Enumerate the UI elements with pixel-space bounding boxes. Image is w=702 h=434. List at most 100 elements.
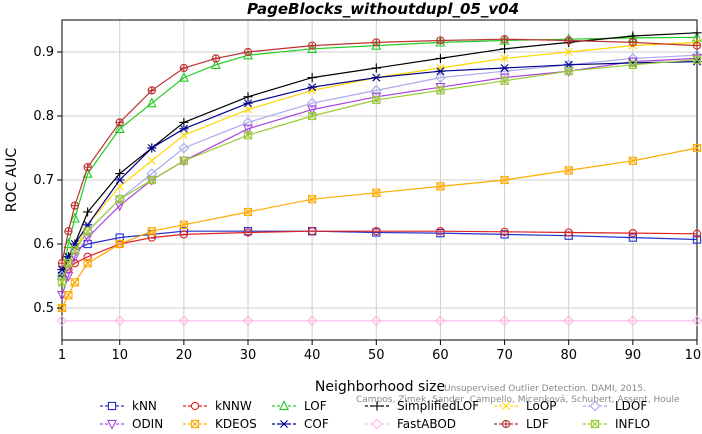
data-point-fastabod: [563, 315, 575, 327]
data-point-knnw: [436, 227, 445, 236]
legend-marker: [190, 401, 200, 411]
series-kdeos: [57, 143, 702, 313]
data-point-knn: [628, 233, 638, 242]
data-point-fastabod: [56, 315, 68, 327]
data-point-lof: [210, 58, 221, 69]
data-point-ldof: [242, 117, 254, 128]
x-tick-label: 90: [625, 348, 642, 363]
data-point-inflo: [179, 156, 189, 165]
series-line-knn: [61, 230, 698, 277]
axes-layer: 1 10 20 30 40 50 60 70 80 90 100 0.5 0.6 0.7 0.8 0.9: [33, 45, 702, 363]
series-line-odin: [61, 57, 698, 296]
legend-item-ldof: LDOF: [583, 399, 647, 413]
legend-marker: [279, 400, 289, 411]
data-point-lof: [499, 34, 510, 45]
data-point-inflo: [308, 111, 317, 121]
data-point-ldof: [306, 97, 318, 109]
data-point-lof: [146, 97, 157, 108]
data-point-simplifiedlof: [692, 28, 702, 38]
series-fastabod: [56, 315, 702, 327]
data-point-knnw: [83, 252, 92, 261]
series-line-simplifiedlof: [61, 32, 698, 277]
y-tick-label: 0.8: [33, 109, 54, 124]
data-point-cof: [499, 64, 510, 72]
data-point-kdeos: [628, 156, 638, 165]
data-point-ldof: [499, 65, 510, 77]
data-point-kdeos: [564, 166, 573, 175]
x-tick-label: 50: [368, 348, 385, 363]
data-point-loop: [179, 131, 188, 140]
data-point-simplifiedlof: [435, 53, 446, 63]
data-point-fastabod: [178, 315, 190, 327]
data-point-loop: [147, 156, 156, 165]
data-point-fastabod: [242, 315, 254, 327]
legend-label: SimplifiedLOF: [397, 399, 479, 413]
data-point-fastabod: [114, 315, 126, 327]
legend-marker: [590, 419, 600, 429]
data-point-lof: [69, 212, 80, 223]
data-point-kdeos: [64, 291, 73, 300]
data-point-ldf: [211, 54, 221, 63]
legend-item-inflo: INFLO: [583, 417, 650, 431]
legend-marker: [371, 418, 383, 430]
data-point-ldf: [179, 63, 189, 73]
legend-marker: [190, 419, 200, 429]
legend-label: LoOP: [526, 399, 557, 413]
data-point-ldf: [83, 163, 92, 172]
legend: kNN kNNW LOF SimplifiedLOF LoOP LDOF ODIN KDEOS…: [100, 399, 650, 431]
data-point-kdeos: [147, 227, 156, 236]
y-tick-label: 0.7: [33, 173, 54, 188]
data-point-ldf: [564, 36, 573, 45]
x-tick-label: 20: [176, 348, 193, 363]
y-tick-label: 0.6: [33, 237, 54, 252]
series-line-ldf: [61, 38, 698, 264]
data-point-simplifiedlof: [243, 92, 253, 102]
legend-label: LDOF: [615, 399, 647, 413]
data-point-ldf: [372, 38, 381, 47]
legend-marker: [279, 420, 289, 428]
data-point-cof: [115, 176, 125, 184]
data-point-knn: [500, 230, 509, 239]
data-point-ldof: [146, 168, 158, 179]
data-point-odin: [114, 201, 125, 212]
legend-label: ODIN: [132, 417, 163, 431]
data-point-fastabod: [370, 315, 382, 327]
data-point-inflo: [57, 278, 67, 287]
data-point-odin: [57, 291, 67, 302]
x-tick-label: 100: [685, 348, 702, 363]
data-point-knn: [692, 235, 702, 244]
data-point-cof: [307, 83, 317, 92]
legend-label: LDF: [526, 417, 549, 431]
legend-label: COF: [304, 417, 329, 431]
series-layer: [56, 28, 702, 327]
legend-item-fastabod: FastABOD: [365, 417, 456, 431]
legend-item-kdeos: KDEOS: [183, 417, 257, 431]
data-point-loop: [436, 64, 445, 72]
data-point-ldof: [370, 85, 382, 96]
data-point-inflo: [692, 55, 702, 64]
data-point-ldof: [563, 59, 575, 71]
data-point-kdeos: [500, 175, 509, 185]
legend-label: INFLO: [615, 417, 650, 431]
data-point-kdeos: [115, 239, 124, 249]
legend-label: LOF: [304, 399, 327, 413]
legend-marker: [589, 400, 601, 412]
x-tick-label: 30: [240, 348, 257, 363]
legend-marker: [501, 419, 511, 429]
data-point-fastabod: [627, 315, 639, 327]
data-point-lof: [692, 31, 702, 42]
data-point-cof: [435, 67, 446, 76]
data-point-inflo: [147, 175, 156, 185]
data-point-knnw: [70, 259, 79, 268]
data-point-kdeos: [436, 182, 445, 191]
data-point-cof: [147, 144, 157, 152]
data-point-knnw: [692, 229, 702, 238]
data-point-knnw: [628, 228, 638, 238]
data-point-ldf: [692, 41, 702, 50]
data-point-loop: [564, 48, 573, 56]
data-point-knn: [115, 233, 124, 242]
data-point-inflo: [500, 76, 509, 85]
legend-item-cof: COF: [272, 417, 329, 431]
legend-marker: [502, 402, 510, 410]
